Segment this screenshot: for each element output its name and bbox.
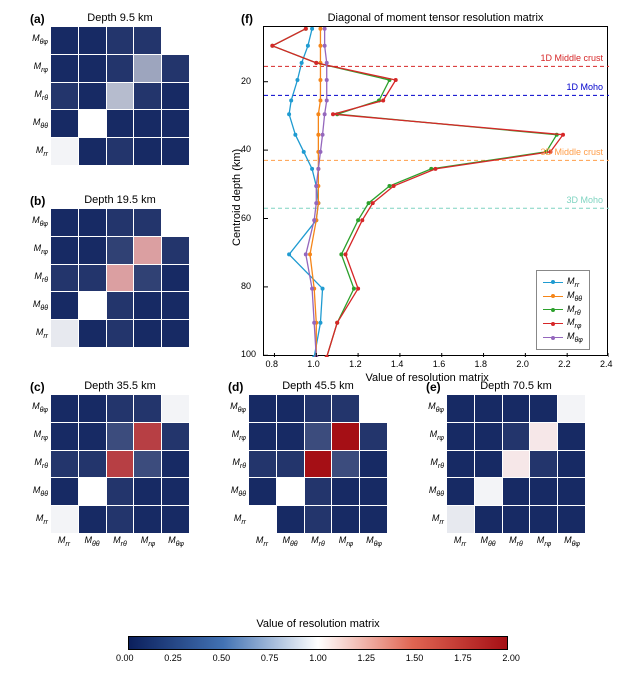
- heatmap-a-ylabels: MθφMrφMrθMθθMrr: [24, 26, 48, 166]
- heatmap-c-xlabels: MrrMθθMrθMrφMθφ: [50, 536, 190, 548]
- panel-b-label: (b): [30, 194, 45, 208]
- heatmap-a: [50, 26, 190, 166]
- panel-b-title: Depth 19.5 km: [50, 194, 190, 206]
- heatmap-e-xlabels: MrrMθθMrθMrφMθφ: [446, 536, 586, 548]
- colorbar: [128, 636, 508, 650]
- colorbar-title: Value of resolution matrix: [128, 618, 508, 630]
- panel-f-label: (f): [241, 12, 253, 26]
- heatmap-c: [50, 394, 190, 534]
- panel-d-label: (d): [228, 380, 243, 394]
- lineplot-legend: MrrMθθMrθMrφMθφ: [536, 270, 590, 350]
- hline-label-3: 3D Moho: [513, 195, 603, 205]
- panel-a-title: Depth 9.5 km: [50, 12, 190, 24]
- panel-c-title: Depth 35.5 km: [50, 380, 190, 392]
- lineplot-xlabel: Value of resolution matrix: [366, 372, 489, 384]
- lineplot-ylabel: Centroid depth (km): [231, 149, 243, 246]
- heatmap-d-ylabels: MθφMrφMrθMθθMrr: [222, 394, 246, 534]
- hline-label-1: 1D Moho: [513, 82, 603, 92]
- heatmap-d: [248, 394, 388, 534]
- heatmap-d-xlabels: MrrMθθMrθMrφMθφ: [248, 536, 388, 548]
- heatmap-e-ylabels: MθφMrφMrθMθθMrr: [420, 394, 444, 534]
- heatmap-b: [50, 208, 190, 348]
- heatmap-e: [446, 394, 586, 534]
- panel-f-title: Diagonal of moment tensor resolution mat…: [263, 12, 608, 24]
- colorbar-ticks: 0.000.250.500.751.001.251.501.752.00: [116, 653, 520, 663]
- panel-c-label: (c): [30, 380, 45, 394]
- hline-label-2: 3D Middle crust: [513, 147, 603, 157]
- heatmap-b-ylabels: MθφMrφMrθMθθMrr: [24, 208, 48, 348]
- panel-a-label: (a): [30, 12, 45, 26]
- hline-label-0: 1D Middle crust: [513, 53, 603, 63]
- heatmap-c-ylabels: MθφMrφMrθMθθMrr: [24, 394, 48, 534]
